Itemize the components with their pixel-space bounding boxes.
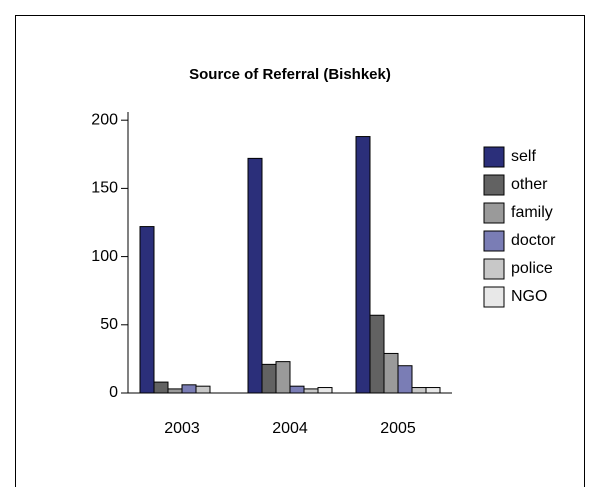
bar	[195, 385, 211, 394]
bar	[317, 387, 333, 394]
legend-label: doctor	[511, 232, 556, 249]
legend-label: NGO	[511, 288, 547, 305]
legend-label: family	[511, 204, 553, 221]
bar	[303, 388, 319, 394]
legend-label: self	[511, 148, 536, 165]
legend-label: police	[511, 260, 553, 277]
bar	[425, 387, 441, 394]
bar	[139, 226, 155, 394]
bar	[261, 363, 277, 394]
legend-swatch	[483, 230, 505, 252]
x-tick-label: 2003	[164, 420, 200, 437]
bar	[369, 314, 385, 394]
y-tick-label: 200	[91, 111, 118, 128]
x-tick-label: 2004	[272, 420, 308, 437]
y-tick-label: 150	[91, 180, 118, 197]
bar	[397, 365, 413, 394]
bar	[275, 361, 291, 394]
bar	[167, 388, 183, 394]
legend-swatch	[483, 146, 505, 168]
y-tick-label: 0	[109, 384, 118, 401]
x-tick-label: 2005	[380, 420, 416, 437]
legend-swatch	[483, 258, 505, 280]
chart-title: Source of Referral (Bishkek)	[189, 66, 391, 83]
legend-swatch	[483, 286, 505, 308]
bar	[289, 385, 305, 394]
y-tick-label: 100	[91, 248, 118, 265]
frame	[15, 15, 585, 487]
bar	[411, 387, 427, 394]
legend-swatch	[483, 202, 505, 224]
legend-swatch	[483, 174, 505, 196]
bar	[355, 136, 371, 394]
bar	[383, 352, 399, 394]
legend-label: other	[511, 176, 548, 193]
bar	[153, 381, 169, 394]
y-tick-label: 50	[100, 316, 118, 333]
bar	[181, 384, 197, 394]
bar	[247, 157, 263, 394]
